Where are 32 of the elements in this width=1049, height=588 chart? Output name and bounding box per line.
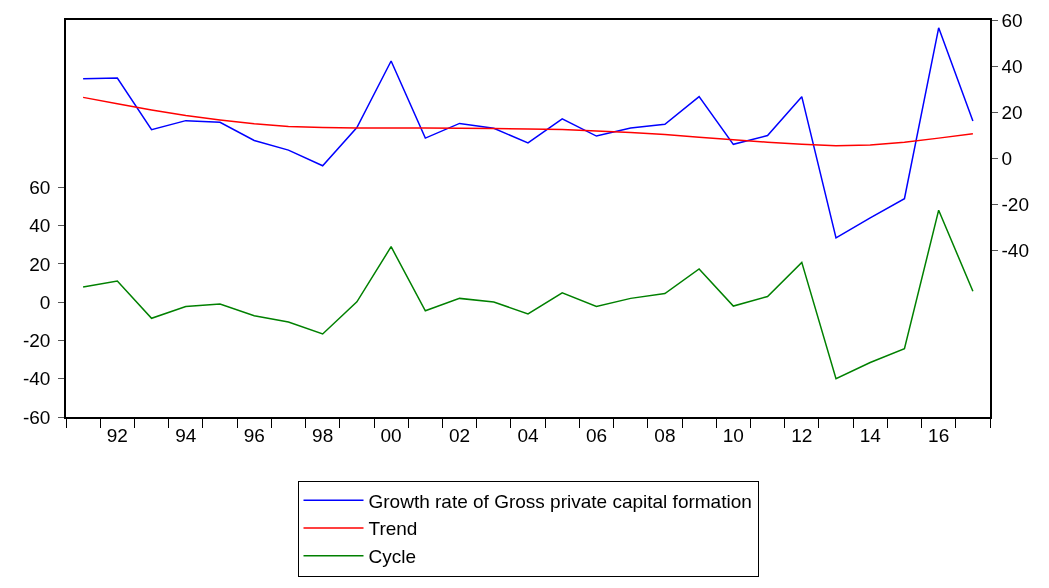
x-tick-label: 06 [585, 424, 608, 446]
y2-tick-label: 60 [1001, 9, 1023, 31]
x-tick-label: 16 [928, 424, 950, 446]
y2-tick-label: -40 [1001, 239, 1030, 261]
y2-tick-label: 0 [1001, 147, 1013, 169]
x-tick-label: 08 [654, 424, 676, 446]
x-tick-label: 96 [243, 424, 265, 446]
y-tick-label: 60 [29, 177, 51, 199]
x-tick-label: 10 [722, 424, 744, 446]
y-tick-label: 40 [29, 215, 51, 237]
y2-tick-label: -20 [1001, 193, 1030, 215]
x-tick-label: 04 [517, 424, 539, 446]
y-tick-label: 20 [29, 253, 51, 275]
line-series [82, 27, 974, 239]
x-tick-label: 00 [380, 424, 402, 446]
x-tick-label: 98 [312, 424, 334, 446]
y2-tick-label: 20 [1001, 101, 1023, 123]
x-tick-label: 14 [859, 424, 882, 446]
x-tick-label: 12 [791, 424, 813, 446]
y-tick-label: -20 [22, 330, 51, 352]
x-tick-label: 02 [448, 424, 471, 446]
x-tick-label: 92 [106, 424, 128, 446]
legend-label: Trend [368, 518, 418, 540]
x-tick-label: 94 [175, 424, 197, 446]
legend-label: Growth rate of Gross private capital formation [368, 490, 752, 512]
y-tick-label: -40 [22, 368, 51, 390]
legend-label: Cycle [368, 546, 417, 568]
y-tick-label: -60 [22, 406, 51, 428]
y-tick-label: 0 [39, 291, 51, 313]
line-series [82, 209, 974, 380]
line-series [82, 96, 974, 147]
y2-tick-label: 40 [1001, 55, 1023, 77]
